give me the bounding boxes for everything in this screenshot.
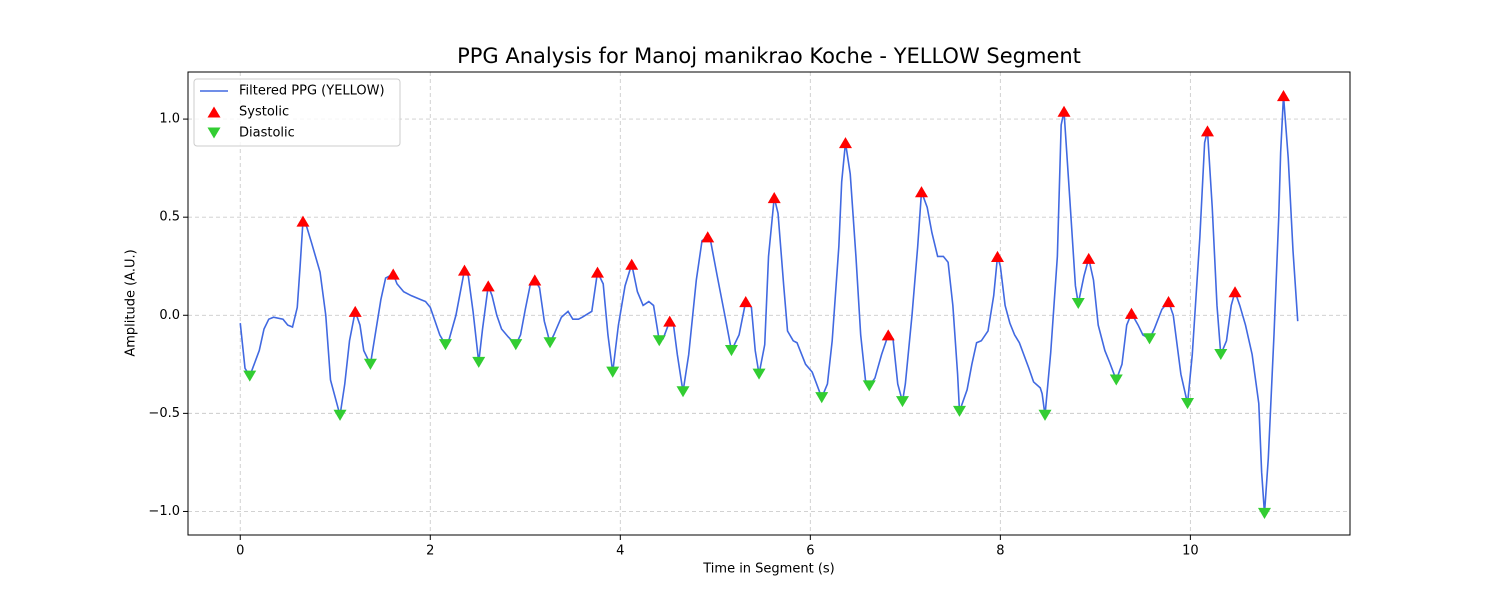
x-tick-label: 8 xyxy=(996,544,1004,559)
y-tick-label: 1.0 xyxy=(159,112,180,127)
plot-frame xyxy=(187,71,1351,536)
marker xyxy=(606,366,620,378)
marker xyxy=(457,264,471,276)
marker xyxy=(701,231,715,243)
y-tick-label: −1.0 xyxy=(148,504,180,519)
marker xyxy=(1257,507,1271,519)
marker xyxy=(625,258,639,270)
marker xyxy=(591,266,605,278)
marker xyxy=(1109,374,1123,386)
marker xyxy=(1057,105,1071,117)
marker xyxy=(991,250,1005,262)
x-tick-label: 0 xyxy=(236,544,244,559)
marker xyxy=(1082,252,1096,264)
y-tick-label: −0.5 xyxy=(148,406,180,421)
marker xyxy=(838,137,852,149)
marker xyxy=(1038,409,1052,421)
marker xyxy=(472,356,486,368)
x-tick-label: 4 xyxy=(616,544,624,559)
marker xyxy=(1200,125,1214,137)
marker xyxy=(676,386,690,398)
marker xyxy=(363,358,377,370)
marker xyxy=(652,335,666,347)
marker xyxy=(1124,307,1138,319)
chart-title: PPG Analysis for Manoj manikrao Koche - … xyxy=(457,44,1081,68)
legend-label: Diastolic xyxy=(239,126,295,141)
x-tick-label: 6 xyxy=(806,544,814,559)
marker xyxy=(386,268,400,280)
y-tick-label: 0.0 xyxy=(159,308,180,323)
legend-frame xyxy=(193,78,401,147)
marker xyxy=(509,339,523,351)
marker xyxy=(296,215,310,227)
x-tick-label: 2 xyxy=(426,544,434,559)
marker xyxy=(1214,348,1228,361)
legend-label: Filtered PPG (YELLOW) xyxy=(239,84,385,99)
marker xyxy=(1276,90,1290,102)
marker xyxy=(952,405,966,417)
x-axis-label: Time in Segment (s) xyxy=(702,562,834,577)
marker xyxy=(815,392,829,404)
marker xyxy=(724,345,738,357)
legend: Filtered PPG (YELLOW) Systolic Diastolic xyxy=(193,78,401,147)
marker xyxy=(1071,297,1085,310)
marker xyxy=(862,380,876,392)
legend-label: Systolic xyxy=(239,105,289,120)
marker xyxy=(333,409,347,421)
marker xyxy=(348,305,362,317)
marker xyxy=(739,296,753,308)
marker xyxy=(881,329,895,341)
marker xyxy=(914,186,928,198)
marker xyxy=(752,368,766,380)
legend-swatch xyxy=(207,106,221,118)
marker xyxy=(528,274,542,286)
legend-swatch xyxy=(207,127,221,139)
marker xyxy=(1143,333,1157,345)
ppg-line xyxy=(239,95,1299,514)
marker xyxy=(543,337,557,349)
marker xyxy=(481,280,495,292)
marker xyxy=(1228,286,1242,298)
y-axis-label: Amplitude (A.U.) xyxy=(124,249,139,356)
marker xyxy=(767,192,781,204)
y-tick-label: 0.5 xyxy=(159,210,180,225)
marker xyxy=(895,396,909,408)
x-tick-label: 10 xyxy=(1182,544,1199,559)
marker xyxy=(438,339,452,351)
marker xyxy=(1162,296,1176,308)
marker xyxy=(1181,398,1195,410)
marker xyxy=(663,315,677,327)
marker xyxy=(243,370,257,382)
